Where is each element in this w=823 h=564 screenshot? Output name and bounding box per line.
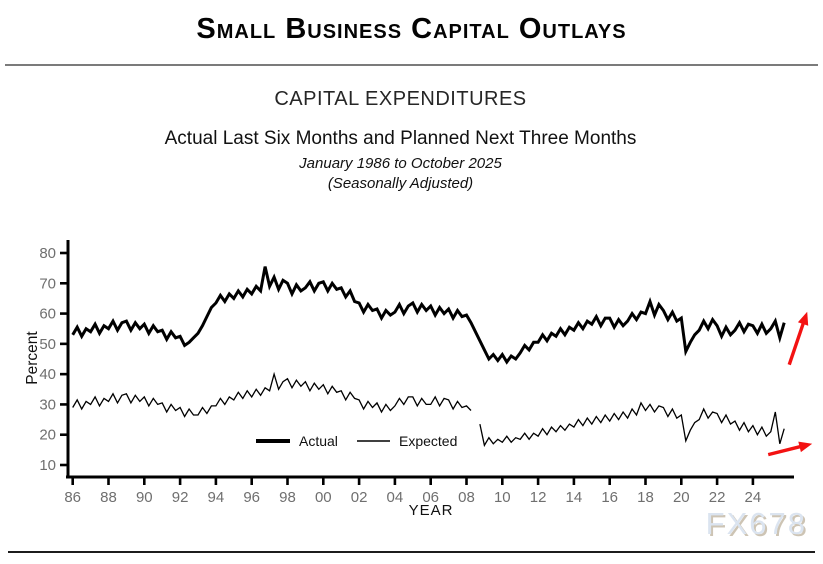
x-tick-label: 24	[745, 489, 762, 506]
actual-series-line	[71, 266, 786, 365]
watermark: FX678	[705, 506, 807, 541]
x-tick-label: 10	[494, 489, 511, 506]
actual-trend-arrow	[787, 320, 806, 366]
x-tick-label: 18	[637, 489, 654, 506]
chart-adjustment-note: (Seasonally Adjusted)	[327, 175, 474, 192]
x-tick-label: 14	[566, 489, 583, 506]
x-tick-label: 86	[64, 489, 81, 506]
expected-trend-arrow-head	[798, 441, 813, 453]
x-axis-title: YEAR	[409, 502, 454, 519]
x-tick-label: 00	[315, 489, 332, 506]
y-tick-label: 10	[39, 457, 56, 474]
y-tick-label: 60	[39, 306, 56, 323]
x-tick-label: 06	[422, 489, 439, 506]
x-tick-label: 22	[709, 489, 726, 506]
expected-trend-arrow	[767, 444, 803, 457]
y-tick-label: 70	[39, 275, 56, 292]
x-tick-label: 92	[172, 489, 189, 506]
bottom-divider	[8, 551, 815, 553]
x-tick-label: 94	[208, 489, 225, 506]
chart-subtitle: Actual Last Six Months and Planned Next …	[164, 128, 637, 149]
y-tick-label: 20	[39, 427, 56, 444]
x-tick-label: 88	[100, 489, 117, 506]
y-tick-label: 30	[39, 396, 56, 413]
actual-trend-arrow-head	[797, 311, 809, 326]
x-tick-label: 16	[601, 489, 618, 506]
chart-period-label: January 1986 to October 2025	[299, 155, 502, 172]
x-tick-label: 12	[530, 489, 547, 506]
x-tick-label: 96	[243, 489, 260, 506]
x-tick-label: 02	[351, 489, 368, 506]
capex-line-chart: 10 20 30 40 50 60 70 80 86 88 90 92 94 96 98 00 02 04 06 08…	[24, 240, 813, 519]
x-tick-label: 08	[458, 489, 475, 506]
legend-actual-label: Actual	[299, 433, 338, 449]
x-tick-label: 04	[387, 489, 404, 506]
top-divider	[5, 64, 818, 66]
chart-title: CAPITAL EXPENDITURES	[274, 88, 527, 110]
legend-expected-label: Expected	[399, 433, 457, 449]
y-axis-title: Percent	[24, 331, 41, 385]
x-tick-label: 98	[279, 489, 296, 506]
expected-series-line	[72, 371, 785, 448]
y-tick-label: 50	[39, 336, 56, 353]
x-tick-label: 90	[136, 489, 153, 506]
y-tick-label: 40	[39, 366, 56, 383]
y-tick-label: 80	[39, 245, 56, 262]
page-title: Small Business Capital Outlays	[196, 13, 627, 45]
x-tick-label: 20	[673, 489, 690, 506]
